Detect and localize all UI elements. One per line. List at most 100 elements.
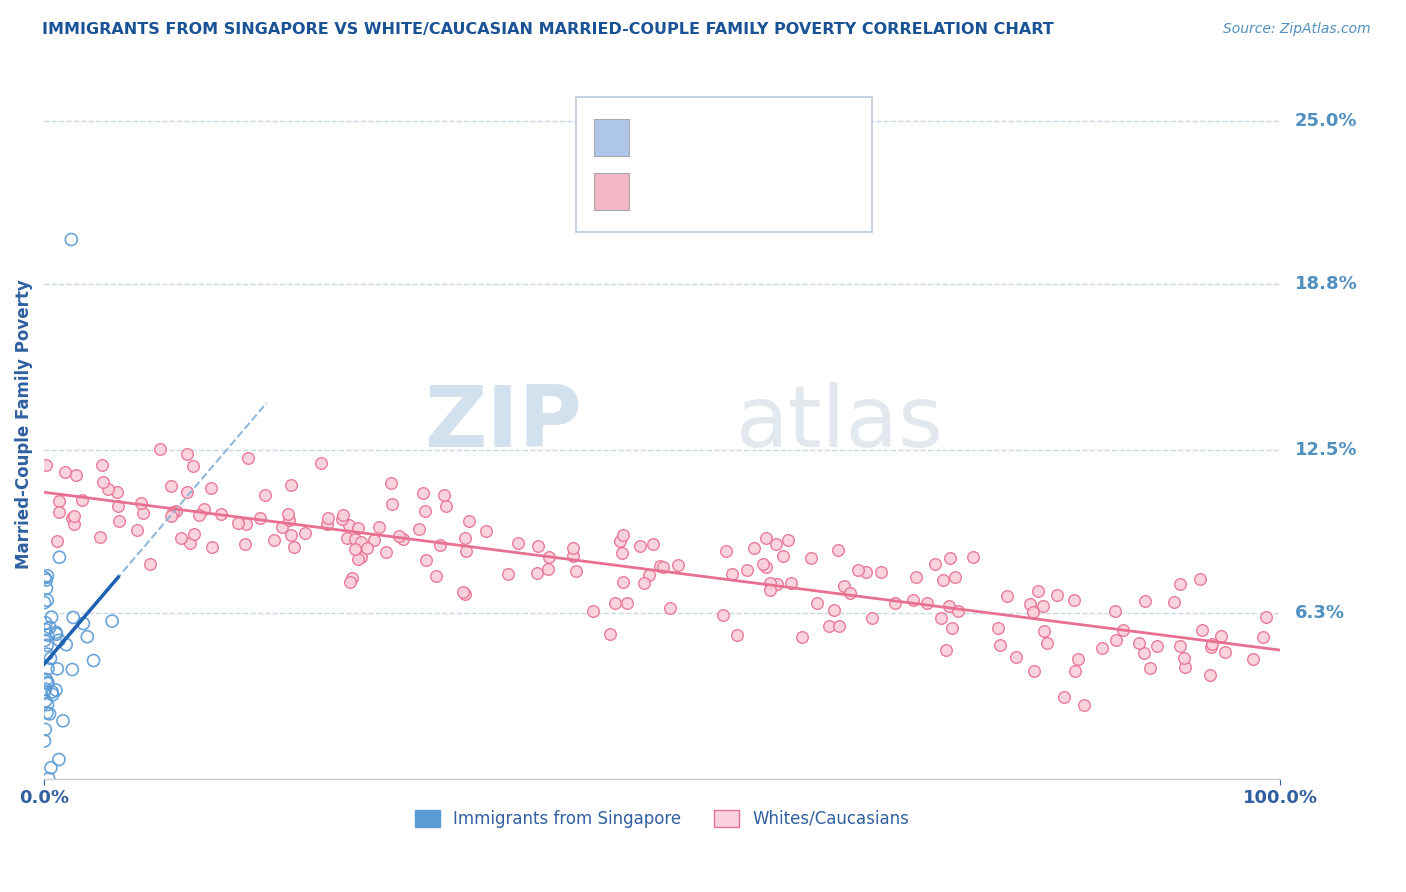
Point: [60, 511, 83, 525]
Point: [38, 772, 60, 786]
Point: [759, 582, 782, 597]
Point: [280, 528, 302, 542]
Point: [356, 541, 378, 556]
Point: [772, 549, 794, 563]
Point: [129, 496, 152, 510]
Point: [280, 478, 302, 492]
Text: R = -0.865: R = -0.865: [644, 182, 741, 200]
Point: [752, 558, 775, 572]
Point: [316, 517, 339, 532]
Point: [1241, 652, 1264, 666]
Point: [277, 507, 299, 521]
Point: [37, 628, 59, 642]
Point: [42, 688, 65, 702]
Point: [939, 551, 962, 566]
Point: [35, 615, 58, 630]
Point: [451, 585, 474, 599]
Point: [1026, 584, 1049, 599]
Text: atlas: atlas: [737, 382, 945, 466]
Point: [962, 549, 984, 564]
Point: [1163, 595, 1185, 609]
Point: [720, 567, 742, 582]
Point: [1168, 639, 1191, 653]
Point: [776, 533, 799, 547]
Point: [1201, 637, 1223, 651]
Point: [901, 593, 924, 607]
Point: [609, 534, 631, 549]
Point: [350, 550, 373, 565]
Point: [235, 517, 257, 532]
Point: [35, 706, 58, 720]
Point: [1091, 640, 1114, 655]
Point: [429, 538, 451, 552]
Point: [39, 651, 62, 665]
Point: [37, 698, 59, 712]
Point: [392, 532, 415, 546]
Point: [170, 531, 193, 545]
Point: [648, 559, 671, 574]
FancyBboxPatch shape: [595, 120, 628, 156]
Point: [1033, 624, 1056, 638]
Text: R =  0.570: R = 0.570: [644, 128, 740, 147]
Point: [603, 596, 626, 610]
Point: [263, 533, 285, 547]
Point: [1139, 661, 1161, 675]
Text: Source: ZipAtlas.com: Source: ZipAtlas.com: [1223, 22, 1371, 37]
Point: [34, 723, 56, 737]
Point: [183, 526, 205, 541]
Point: [350, 535, 373, 549]
Point: [1133, 647, 1156, 661]
Point: [65, 468, 87, 483]
Point: [165, 503, 187, 517]
Point: [862, 610, 884, 624]
Point: [48, 633, 70, 648]
Point: [1005, 650, 1028, 665]
Point: [340, 571, 363, 585]
Point: [616, 596, 638, 610]
Point: [948, 603, 970, 617]
Point: [35, 639, 58, 653]
Point: [83, 653, 105, 667]
Point: [48, 550, 70, 565]
Point: [72, 616, 94, 631]
Point: [905, 569, 928, 583]
Point: [35, 458, 58, 472]
Point: [742, 541, 765, 555]
Point: [931, 574, 953, 588]
Point: [1035, 635, 1057, 649]
Point: [823, 603, 845, 617]
Point: [408, 522, 430, 536]
FancyBboxPatch shape: [575, 97, 872, 232]
Point: [179, 536, 201, 550]
Point: [381, 497, 404, 511]
Point: [38, 620, 60, 634]
Point: [538, 550, 561, 565]
Point: [283, 540, 305, 554]
Point: [827, 543, 849, 558]
Point: [1174, 659, 1197, 673]
Point: [209, 508, 232, 522]
Point: [149, 442, 172, 457]
Point: [988, 638, 1011, 652]
Point: [37, 661, 59, 675]
Point: [612, 546, 634, 560]
Point: [454, 587, 477, 601]
Point: [380, 475, 402, 490]
Point: [433, 488, 456, 502]
Point: [855, 565, 877, 579]
Point: [599, 626, 621, 640]
Point: [735, 564, 758, 578]
Point: [1254, 610, 1277, 624]
Point: [34, 571, 56, 585]
Point: [943, 569, 966, 583]
Point: [52, 714, 75, 728]
Point: [846, 563, 869, 577]
Point: [1019, 597, 1042, 611]
Point: [41, 685, 63, 699]
Point: [62, 610, 84, 624]
Point: [45, 627, 67, 641]
Point: [339, 517, 361, 532]
Point: [46, 533, 69, 548]
Point: [70, 493, 93, 508]
Point: [336, 531, 359, 545]
